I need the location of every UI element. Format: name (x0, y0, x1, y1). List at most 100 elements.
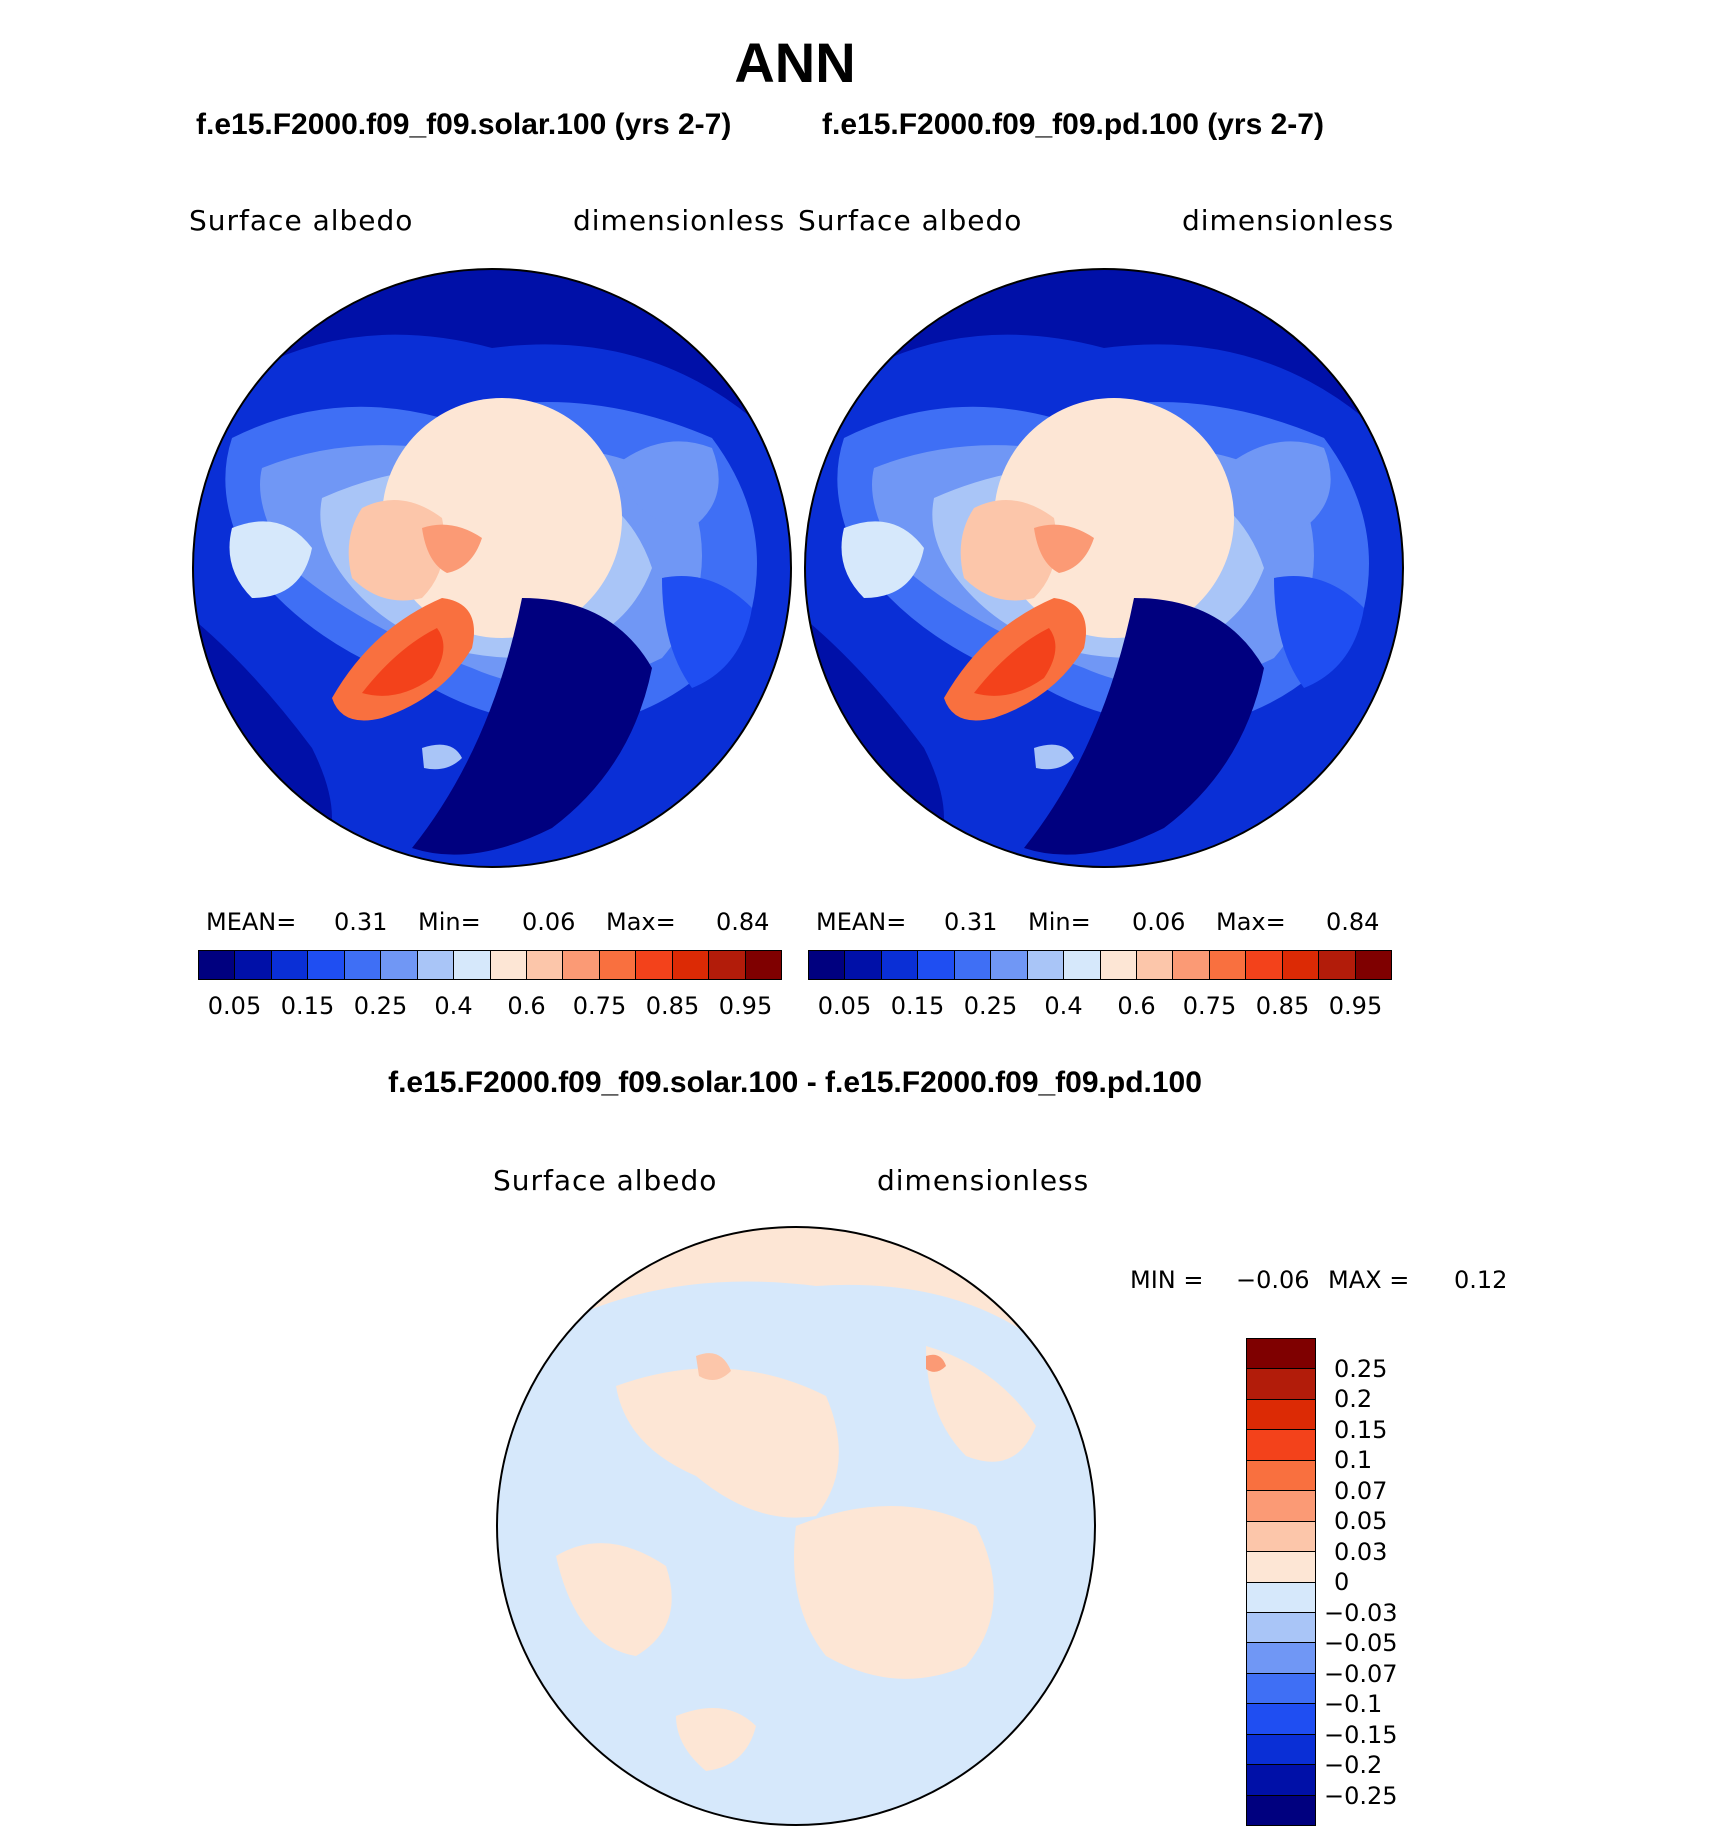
panel-1-colorbar-box (307, 951, 344, 979)
panel-1-colorbar-box (708, 951, 745, 979)
panel-2-variable-label: Surface albedo (798, 204, 1023, 237)
panel-2-colorbar (808, 950, 1392, 980)
diff-colorbar-tick-label: −0.05 (1324, 1629, 1398, 1657)
panel-2-max-label: Max= (1216, 908, 1286, 936)
diff-colorbar-tick-label: 0.07 (1334, 1476, 1388, 1505)
diff-colorbar-box (1247, 1611, 1315, 1643)
panel-1-mean-value: 0.31 (334, 908, 388, 936)
panel-1-colorbar (198, 950, 782, 980)
panel-1-colorbar-box (598, 951, 636, 979)
panel-2-colorbar-box (1208, 951, 1246, 979)
panel-1-colorbar-box (270, 951, 308, 979)
diff-colorbar-tick-label: 0.05 (1334, 1507, 1388, 1535)
diff-colorbar-tick-label: −0.1 (1324, 1690, 1383, 1718)
panel-2-colorbar-tick-label: 0.95 (1328, 992, 1383, 1020)
panel-2-colorbar-box (1281, 951, 1319, 979)
panel-1-colorbar-box (525, 951, 563, 979)
diff-colorbar-box (1247, 1672, 1315, 1704)
panel-2-min-label: Min= (1028, 908, 1091, 936)
panel-1-colorbar-box (671, 951, 709, 979)
panel-1-colorbar-box (380, 951, 417, 979)
panel-2-case-title: f.e15.F2000.f09_f09.pd.100 (yrs 2-7) (822, 108, 1324, 141)
panel-2-colorbar-tick-label: 0.4 (1044, 992, 1083, 1020)
panel-2-colorbar-tick-label: 0.25 (963, 992, 1018, 1020)
panel-2-colorbar-box (844, 951, 881, 979)
panel-2-mean-value: 0.31 (944, 908, 998, 936)
diff-colorbar-tick-label: 0.03 (1334, 1537, 1388, 1566)
panel-1-max-label: Max= (606, 908, 676, 936)
panel-2-colorbar-tick-label: 0.6 (1117, 992, 1156, 1020)
diff-colorbar-tick-label: −0.07 (1324, 1659, 1398, 1688)
panel-2-colorbar-box (1135, 951, 1173, 979)
diff-max-value: 0.12 (1454, 1266, 1508, 1294)
panel-2-max-value: 0.84 (1326, 908, 1380, 936)
panel-1-variable-label: Surface albedo (189, 204, 414, 237)
diff-colorbar-box (1247, 1368, 1315, 1399)
panel-1-colorbar-tick-label: 0.4 (434, 992, 473, 1020)
panel-1-mean-label: MEAN= (206, 908, 297, 936)
diff-colorbar-box (1247, 1459, 1315, 1491)
panel-2-colorbar-tick-label: 0.75 (1182, 992, 1237, 1020)
diff-colorbar-box (1247, 1551, 1315, 1582)
panel-1-colorbar-tick-label: 0.95 (718, 992, 773, 1020)
panel-1-colorbar-tick-label: 0.6 (507, 992, 546, 1020)
diff-min-label: MIN = (1130, 1266, 1204, 1294)
diff-colorbar-box (1247, 1520, 1315, 1552)
figure-title: ANN (734, 31, 856, 94)
diff-colorbar-tick-label: 0.15 (1334, 1415, 1388, 1444)
panel-1-colorbar-box (635, 951, 672, 979)
panel-1-colorbar-box (234, 951, 271, 979)
panel-2-colorbar-box (990, 951, 1027, 979)
panel-1-units-label: dimensionless (573, 204, 786, 237)
panel-2-colorbar-tick-label: 0.85 (1255, 992, 1310, 1020)
panel-2-colorbar-box (1099, 951, 1136, 979)
diff-colorbar-tick-label: 0.2 (1334, 1385, 1373, 1413)
diff-colorbar-tick-label: 0.25 (1334, 1354, 1388, 1383)
diff-min-value: −0.06 (1236, 1266, 1310, 1294)
diff-colorbar-box (1247, 1764, 1315, 1795)
panel-2-colorbar-box (1245, 951, 1282, 979)
panel-1-max-value: 0.84 (716, 908, 770, 936)
panel-2-colorbar-box (1354, 951, 1391, 979)
panel-1-polar-map (192, 268, 792, 868)
panel-2-colorbar-box (1172, 951, 1209, 979)
diff-colorbar-tick-label: 0 (1334, 1568, 1350, 1596)
panel-1-colorbar-tick-label: 0.15 (280, 992, 335, 1020)
panel-1-colorbar-box (453, 951, 490, 979)
panel-1-min-label: Min= (418, 908, 481, 936)
diff-colorbar-box (1247, 1794, 1315, 1825)
diff-colorbar-tick-label: 0.1 (1334, 1446, 1373, 1474)
panel-2-colorbar-tick-label: 0.05 (817, 992, 872, 1020)
panel-1-colorbar-box (343, 951, 381, 979)
panel-1-colorbar-box (744, 951, 781, 979)
panel-2-min-value: 0.06 (1132, 908, 1186, 936)
difference-polar-map (496, 1226, 1096, 1826)
diff-colorbar-tick-label: −0.15 (1324, 1720, 1398, 1749)
panel-1-min-value: 0.06 (522, 908, 576, 936)
panel-2-colorbar-box (917, 951, 954, 979)
diff-colorbar-box (1247, 1398, 1315, 1430)
diff-colorbar-box (1247, 1339, 1315, 1369)
panel-1-colorbar-tick-label: 0.75 (572, 992, 627, 1020)
panel-1-colorbar-tick-label: 0.85 (645, 992, 700, 1020)
diff-colorbar-tick-label: −0.03 (1324, 1598, 1398, 1627)
panel-2-colorbar-tick-label: 0.15 (890, 992, 945, 1020)
panel-2-colorbar-box (1063, 951, 1100, 979)
diff-colorbar-box (1247, 1429, 1315, 1460)
diff-colorbar-tick-label: −0.25 (1324, 1781, 1398, 1810)
panel-2-mean-label: MEAN= (816, 908, 907, 936)
diff-variable-label: Surface albedo (493, 1164, 718, 1197)
panel-2-colorbar-box (1026, 951, 1064, 979)
diff-colorbar-box (1247, 1642, 1315, 1673)
diff-colorbar-box (1247, 1490, 1315, 1521)
panel-2-units-label: dimensionless (1182, 204, 1395, 237)
panel-2-colorbar-box (1318, 951, 1355, 979)
panel-2-colorbar-box (809, 951, 845, 979)
panel-2-colorbar-box (953, 951, 991, 979)
diff-colorbar-tick-label: −0.2 (1324, 1751, 1383, 1779)
panel-1-colorbar-tick-label: 0.25 (353, 992, 408, 1020)
diff-max-label: MAX = (1328, 1266, 1410, 1294)
difference-title: f.e15.F2000.f09_f09.solar.100 - f.e15.F2… (388, 1066, 1202, 1099)
panel-1-colorbar-box (199, 951, 235, 979)
difference-colorbar (1246, 1338, 1316, 1826)
